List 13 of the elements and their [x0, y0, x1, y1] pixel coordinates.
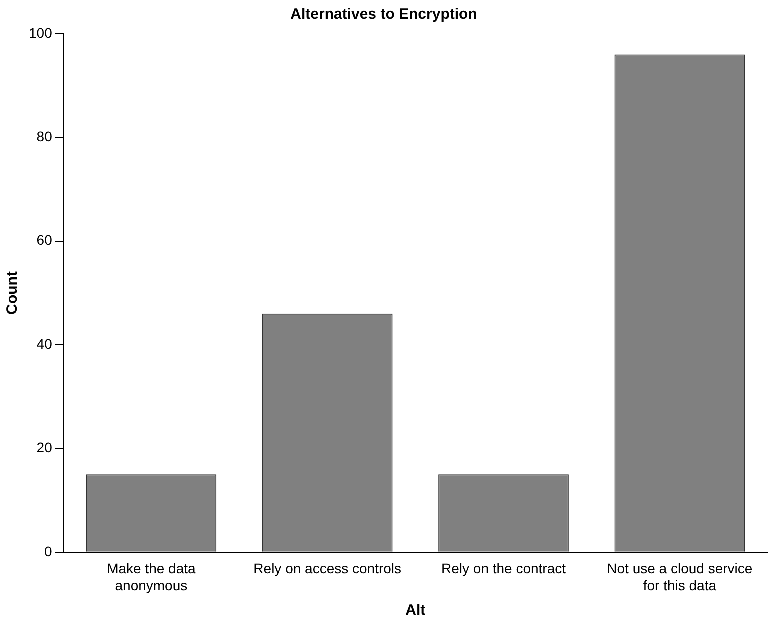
y-tick-label: 0	[44, 543, 53, 560]
y-tick-label: 80	[36, 128, 53, 145]
x-tick-label: Not use a cloud service for this data	[607, 560, 753, 594]
y-axis-title: Count	[4, 272, 22, 315]
y-tick-label: 60	[36, 232, 53, 248]
x-tick-label: Rely on access controls	[254, 560, 402, 577]
chart-title: Alternatives to Encryption	[290, 6, 478, 24]
x-tick-label: Make the data anonymous	[107, 560, 196, 594]
y-tick-label: 100	[29, 24, 53, 41]
x-axis-title: Alt	[406, 602, 426, 620]
x-tick-label: Rely on the contract	[442, 560, 566, 577]
y-tick-label: 20	[36, 440, 53, 456]
y-tick-label: 40	[36, 336, 53, 352]
